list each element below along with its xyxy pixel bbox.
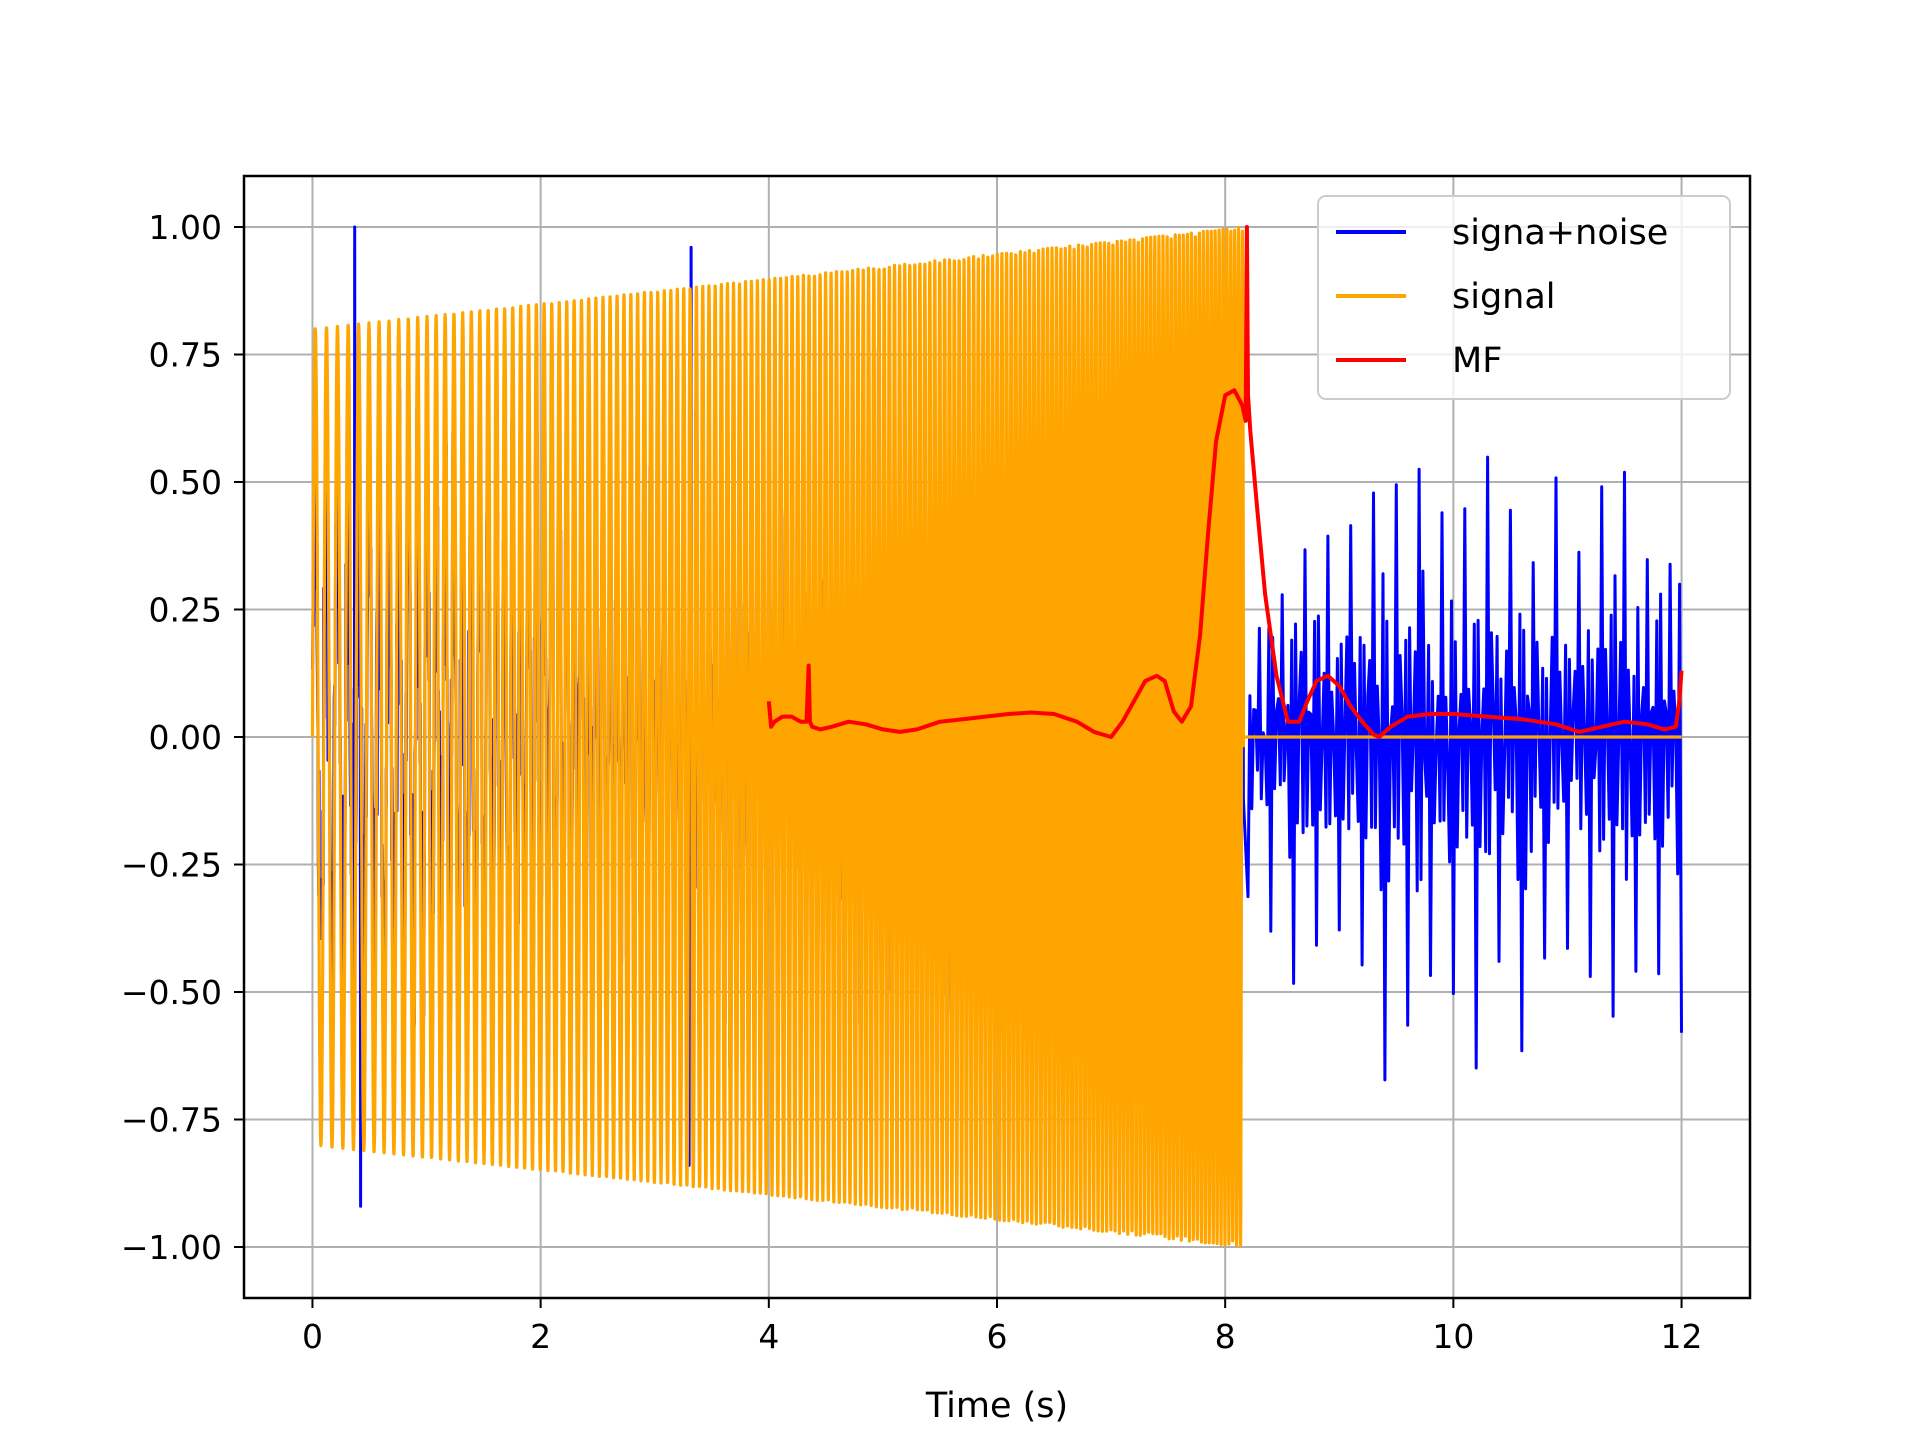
legend-label: signa+noise bbox=[1452, 213, 1668, 253]
y-tick-label: 0.50 bbox=[149, 463, 222, 502]
y-tick-label: 0.00 bbox=[149, 718, 222, 757]
series-mf-line bbox=[766, 225, 1684, 739]
y-tick-label: −0.25 bbox=[121, 846, 222, 885]
y-tick-label: 1.00 bbox=[149, 208, 222, 247]
legend-label: signal bbox=[1452, 277, 1556, 317]
tick-marks bbox=[234, 226, 1683, 1308]
x-tick-label: 4 bbox=[758, 1317, 779, 1356]
y-tick-label: 0.75 bbox=[149, 336, 222, 375]
y-tick-label: −0.50 bbox=[121, 973, 222, 1012]
series-signal-line bbox=[310, 225, 1682, 1248]
series-layer bbox=[310, 225, 1684, 1248]
y-tick-labels: 1.00 0.75 0.50 0.25 0.00 −0.25 −0.50 −0.75 −1.00 bbox=[121, 208, 222, 1267]
x-tick-label: 2 bbox=[530, 1317, 551, 1356]
x-tick-labels: 0 2 4 6 8 10 12 bbox=[302, 1317, 1703, 1356]
x-tick-label: 0 bbox=[302, 1317, 323, 1356]
y-tick-label: −1.00 bbox=[121, 1228, 222, 1267]
x-axis-label: Time (s) bbox=[925, 1386, 1068, 1426]
legend: signa+noise signal MF bbox=[1317, 195, 1731, 400]
x-tick-label: 10 bbox=[1432, 1317, 1474, 1356]
y-tick-label: −0.75 bbox=[121, 1101, 222, 1140]
x-tick-label: 8 bbox=[1215, 1317, 1236, 1356]
plot-area bbox=[310, 225, 1684, 1248]
legend-label: MF bbox=[1452, 341, 1502, 381]
x-tick-label: 6 bbox=[987, 1317, 1008, 1356]
legend-box bbox=[1317, 195, 1731, 400]
x-tick-label: 12 bbox=[1661, 1317, 1703, 1356]
y-tick-label: 0.25 bbox=[149, 591, 222, 630]
